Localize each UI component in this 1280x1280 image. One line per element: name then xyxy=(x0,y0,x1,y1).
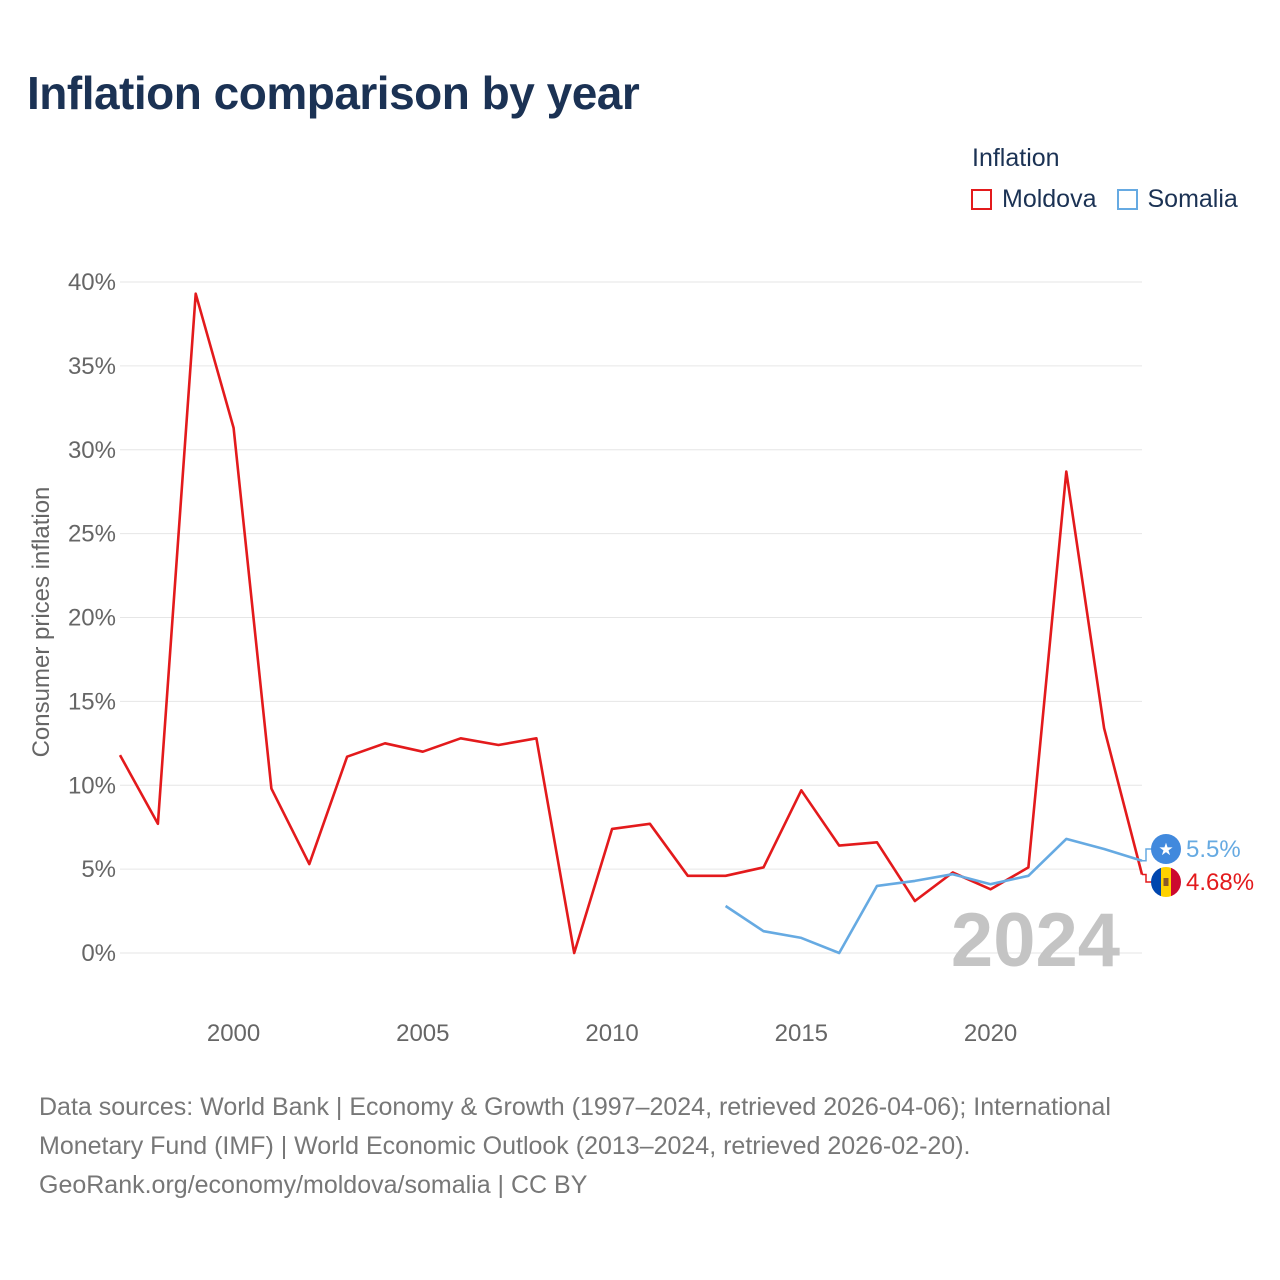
data-point-moldova xyxy=(382,740,388,746)
series-line-moldova xyxy=(118,292,1144,955)
end-label-moldova: 4.68% xyxy=(1186,869,1254,896)
data-point-moldova xyxy=(155,821,161,827)
series-lines xyxy=(117,291,1144,956)
data-point-somalia xyxy=(723,903,729,909)
data-point-moldova xyxy=(874,839,880,845)
x-axis-ticks: 2000 2005 2010 2015 2020 xyxy=(207,1020,1017,1047)
connector-moldova xyxy=(1142,873,1154,883)
data-point-moldova xyxy=(1063,469,1069,475)
data-point-somalia xyxy=(1025,873,1031,879)
data-point-moldova xyxy=(268,786,274,792)
data-point-somalia xyxy=(988,881,994,887)
data-point-moldova xyxy=(117,752,123,758)
current-year-watermark: 2024 xyxy=(951,898,1120,983)
data-point-moldova xyxy=(231,425,237,431)
data-point-moldova xyxy=(685,873,691,879)
data-point-somalia xyxy=(798,935,804,941)
legend-item-somalia[interactable]: Somalia xyxy=(1116,185,1238,214)
data-point-moldova xyxy=(193,291,199,297)
line-chart: 0%5%10%15%20%25%30%35%40% 2000 2005 2010 20… xyxy=(68,269,1254,1047)
x-tick-label: 2000 xyxy=(207,1020,260,1047)
data-point-moldova xyxy=(1101,725,1107,731)
moldova-flag-icon xyxy=(1151,867,1181,897)
sources-line-1: Data sources: World Bank | Economy & Gro… xyxy=(39,1093,1111,1121)
legend-title: Inflation xyxy=(972,144,1060,172)
sources-line-2: Monetary Fund (IMF) | World Economic Out… xyxy=(39,1132,971,1160)
data-sources: Data sources: World Bank | Economy & Gro… xyxy=(39,1088,1239,1205)
series-line-somalia xyxy=(724,837,1143,955)
sources-line-3: GeoRank.org/economy/moldova/somalia | CC… xyxy=(39,1171,588,1199)
legend-label-moldova: Moldova xyxy=(1002,185,1097,213)
legend-swatch-moldova xyxy=(971,189,992,210)
data-point-moldova xyxy=(836,843,842,849)
legend-swatch-somalia xyxy=(1116,189,1138,210)
end-label-somalia: 5.5% xyxy=(1186,836,1241,863)
data-point-moldova xyxy=(912,898,918,904)
y-tick-label: 35% xyxy=(68,353,116,380)
y-tick-label: 5% xyxy=(81,856,116,883)
data-point-moldova xyxy=(571,950,577,956)
y-tick-label: 20% xyxy=(68,605,116,632)
gridlines xyxy=(120,281,1142,954)
legend-item-moldova[interactable]: Moldova xyxy=(971,185,1097,214)
y-tick-label: 40% xyxy=(68,269,116,296)
data-point-moldova xyxy=(344,754,350,760)
y-tick-label: 25% xyxy=(68,521,116,548)
y-tick-label: 15% xyxy=(68,688,116,715)
data-point-moldova xyxy=(647,821,653,827)
data-point-somalia xyxy=(912,878,918,884)
data-point-somalia xyxy=(1101,846,1107,852)
data-point-moldova xyxy=(1025,864,1031,870)
svg-text:★: ★ xyxy=(1158,840,1173,860)
data-point-moldova xyxy=(533,735,539,741)
legend-label-somalia: Somalia xyxy=(1147,185,1238,213)
data-point-somalia xyxy=(836,950,842,956)
somalia-flag-icon: ★ xyxy=(1151,834,1181,864)
y-axis-ticks: 0% 5% 10% 15% 20% 25% 30% 35% 40% xyxy=(68,269,116,967)
x-tick-label: 2005 xyxy=(396,1020,449,1047)
data-point-somalia xyxy=(760,928,766,934)
data-point-moldova xyxy=(496,742,502,748)
x-tick-label: 2020 xyxy=(964,1020,1017,1047)
y-tick-label: 30% xyxy=(68,437,116,464)
connector-somalia xyxy=(1142,848,1154,862)
y-tick-label: 0% xyxy=(81,940,116,967)
data-point-moldova xyxy=(760,864,766,870)
data-point-moldova xyxy=(798,787,804,793)
chart-title: Inflation comparison by year xyxy=(27,67,640,119)
x-tick-label: 2015 xyxy=(775,1020,828,1047)
data-point-somalia xyxy=(874,883,880,889)
data-point-somalia xyxy=(950,871,956,877)
data-point-moldova xyxy=(306,861,312,867)
data-point-moldova xyxy=(420,749,426,755)
legend: Moldova Somalia xyxy=(971,185,1258,214)
data-point-moldova xyxy=(609,826,615,832)
data-point-moldova xyxy=(458,735,464,741)
x-tick-label: 2010 xyxy=(585,1020,638,1047)
data-point-moldova xyxy=(723,873,729,879)
y-tick-label: 10% xyxy=(68,772,116,799)
end-labels: ★ 5.5% 4.68% xyxy=(1142,834,1254,897)
data-point-somalia xyxy=(1063,836,1069,842)
